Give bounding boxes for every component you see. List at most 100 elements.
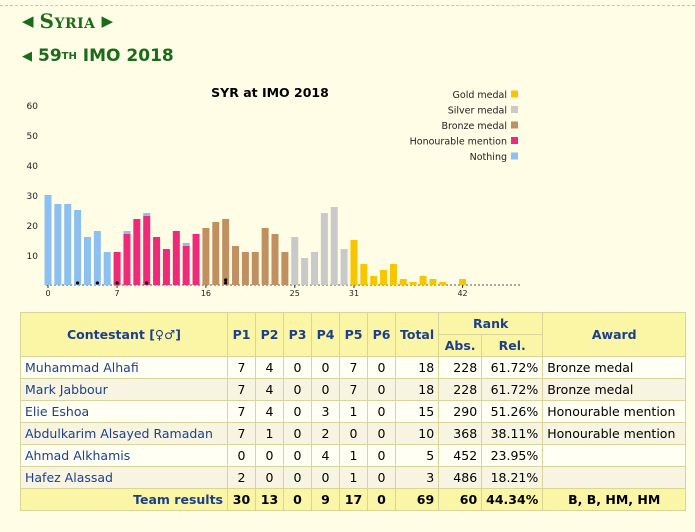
- prev-olympiad-arrow-icon[interactable]: ◀: [22, 48, 32, 64]
- chart-bar: [153, 237, 161, 285]
- problem-score: 0: [227, 444, 256, 467]
- chart-title: SYR at IMO 2018: [211, 85, 329, 100]
- problem-score: 4: [255, 356, 284, 379]
- chart-bar: [143, 216, 151, 285]
- problem-score: 0: [311, 356, 340, 379]
- next-country-arrow-icon[interactable]: ▶: [101, 12, 114, 30]
- chart-bar: [439, 282, 447, 285]
- team-problem-score: 17: [339, 488, 368, 511]
- team-results-row: Team results 30 13 0 9 17 0 69 60 44.34% B, B, HM,…: [20, 488, 687, 511]
- chart-bar: [281, 252, 289, 285]
- chart-bar: [301, 258, 309, 285]
- table-row: Elie Eshoa 7 4 0 3 1 0 15 290 51.26% Honourable me…: [20, 400, 687, 423]
- contestant-marker: [95, 281, 99, 285]
- y-tick-label: 40: [27, 162, 39, 172]
- x-tick-label: 25: [290, 289, 300, 298]
- chart-bar: [459, 279, 467, 285]
- y-tick-label: 10: [27, 252, 39, 262]
- contestant-name-link[interactable]: Ahmad Alkhamis: [20, 444, 228, 467]
- contestant-header[interactable]: Contestant [♀♂]: [20, 312, 228, 357]
- p5-header[interactable]: P5: [339, 312, 368, 357]
- absolute-rank: 486: [438, 466, 483, 489]
- prev-country-arrow-icon[interactable]: ◀: [22, 12, 34, 30]
- chart-bar: [202, 228, 210, 285]
- chart-bar: [429, 279, 437, 285]
- contestant-marker: [145, 281, 149, 285]
- problem-score: 7: [227, 378, 256, 401]
- country-title: Syria: [39, 9, 96, 33]
- contestant-name-link[interactable]: Mark Jabbour: [20, 378, 228, 401]
- team-problem-score: 30: [227, 488, 256, 511]
- relative-rank: 61.72%: [481, 356, 544, 379]
- x-tick-label: 42: [457, 289, 467, 298]
- legend-label: Silver medal: [448, 106, 507, 117]
- problem-score: 0: [367, 422, 396, 445]
- p2-header[interactable]: P2: [255, 312, 284, 357]
- chart-bar: [320, 213, 328, 285]
- chart-bar: [83, 237, 91, 285]
- total-score: 3: [394, 466, 440, 489]
- chart-bar: [192, 234, 200, 285]
- top-divider: [0, 5, 695, 6]
- problem-score: 1: [255, 422, 284, 445]
- results-table: Contestant [♀♂] P1 P2 P3 P4 P5 P6 Total …: [20, 312, 687, 511]
- problem-score: 0: [367, 378, 396, 401]
- chart-bar: [44, 195, 52, 285]
- award-header[interactable]: Award: [542, 312, 687, 357]
- p3-header[interactable]: P3: [283, 312, 312, 357]
- chart-bar: [399, 279, 407, 285]
- absolute-rank: 452: [438, 444, 483, 467]
- chart-bar: [64, 204, 72, 285]
- legend-swatch: [511, 152, 518, 160]
- team-problem-score: 0: [367, 488, 396, 511]
- abs-rank-header[interactable]: Abs.: [438, 334, 483, 357]
- award-cell: [542, 466, 687, 489]
- contestant-name-link[interactable]: Hafez Alassad: [20, 466, 228, 489]
- country-heading: ◀ Syria ▶: [22, 9, 113, 33]
- olympiad-name: IMO 2018: [82, 46, 174, 66]
- problem-score: 0: [311, 378, 340, 401]
- rank-header: Rank: [438, 312, 544, 335]
- problem-score: 0: [283, 466, 312, 489]
- p4-header[interactable]: P4: [311, 312, 340, 357]
- total-score: 10: [394, 422, 440, 445]
- contestant-marker: [76, 281, 80, 285]
- score-distribution-chart: 10 20 30 40 50 60 SYR at IMO 2018 0 7 16 25 31 42 Gol…: [27, 85, 520, 298]
- relative-rank: 51.26%: [481, 400, 544, 423]
- chart-bar: [212, 222, 220, 285]
- chart-bar: [74, 210, 82, 285]
- total-score: 5: [394, 444, 440, 467]
- x-tick-label: 0: [45, 289, 50, 298]
- chart-bar: [360, 264, 368, 285]
- legend-label: Bronze medal: [442, 121, 508, 132]
- contestant-name-link[interactable]: Muhammad Alhafi: [20, 356, 228, 379]
- chart-bar: [310, 252, 318, 285]
- problem-score: 7: [339, 378, 368, 401]
- total-header[interactable]: Total: [394, 312, 440, 357]
- problem-score: 2: [311, 422, 340, 445]
- p6-header[interactable]: P6: [367, 312, 396, 357]
- award-cell: Bronze medal: [542, 378, 687, 401]
- problem-score: 4: [311, 444, 340, 467]
- problem-score: 0: [283, 378, 312, 401]
- chart-bar: [261, 228, 269, 285]
- chart-bar: [232, 246, 240, 285]
- x-tick-label: 31: [349, 289, 359, 298]
- problem-score: 7: [227, 400, 256, 423]
- table-row: Hafez Alassad 2 0 0 0 1 0 3 486 18.21%: [20, 466, 687, 489]
- team-problem-score: 13: [255, 488, 284, 511]
- p1-header[interactable]: P1: [227, 312, 256, 357]
- legend-label: Nothing: [470, 152, 507, 163]
- contestant-name-link[interactable]: Abdulkarim Alsayed Ramadan: [20, 422, 228, 445]
- chart-bar: [340, 249, 348, 285]
- legend-label: Honourable mention: [410, 137, 507, 148]
- problem-score: 1: [339, 444, 368, 467]
- contestant-name-link[interactable]: Elie Eshoa: [20, 400, 228, 423]
- team-total-score: 69: [394, 488, 440, 511]
- rel-rank-header[interactable]: Rel.: [481, 334, 544, 357]
- table-row: Muhammad Alhafi 7 4 0 0 7 0 18 228 61.72% Bronze m…: [20, 356, 687, 379]
- team-absolute-rank: 60: [438, 488, 483, 511]
- problem-score: 7: [227, 356, 256, 379]
- olympiad-heading: ◀ 59 TH IMO 2018: [22, 45, 174, 67]
- problem-score: 7: [339, 356, 368, 379]
